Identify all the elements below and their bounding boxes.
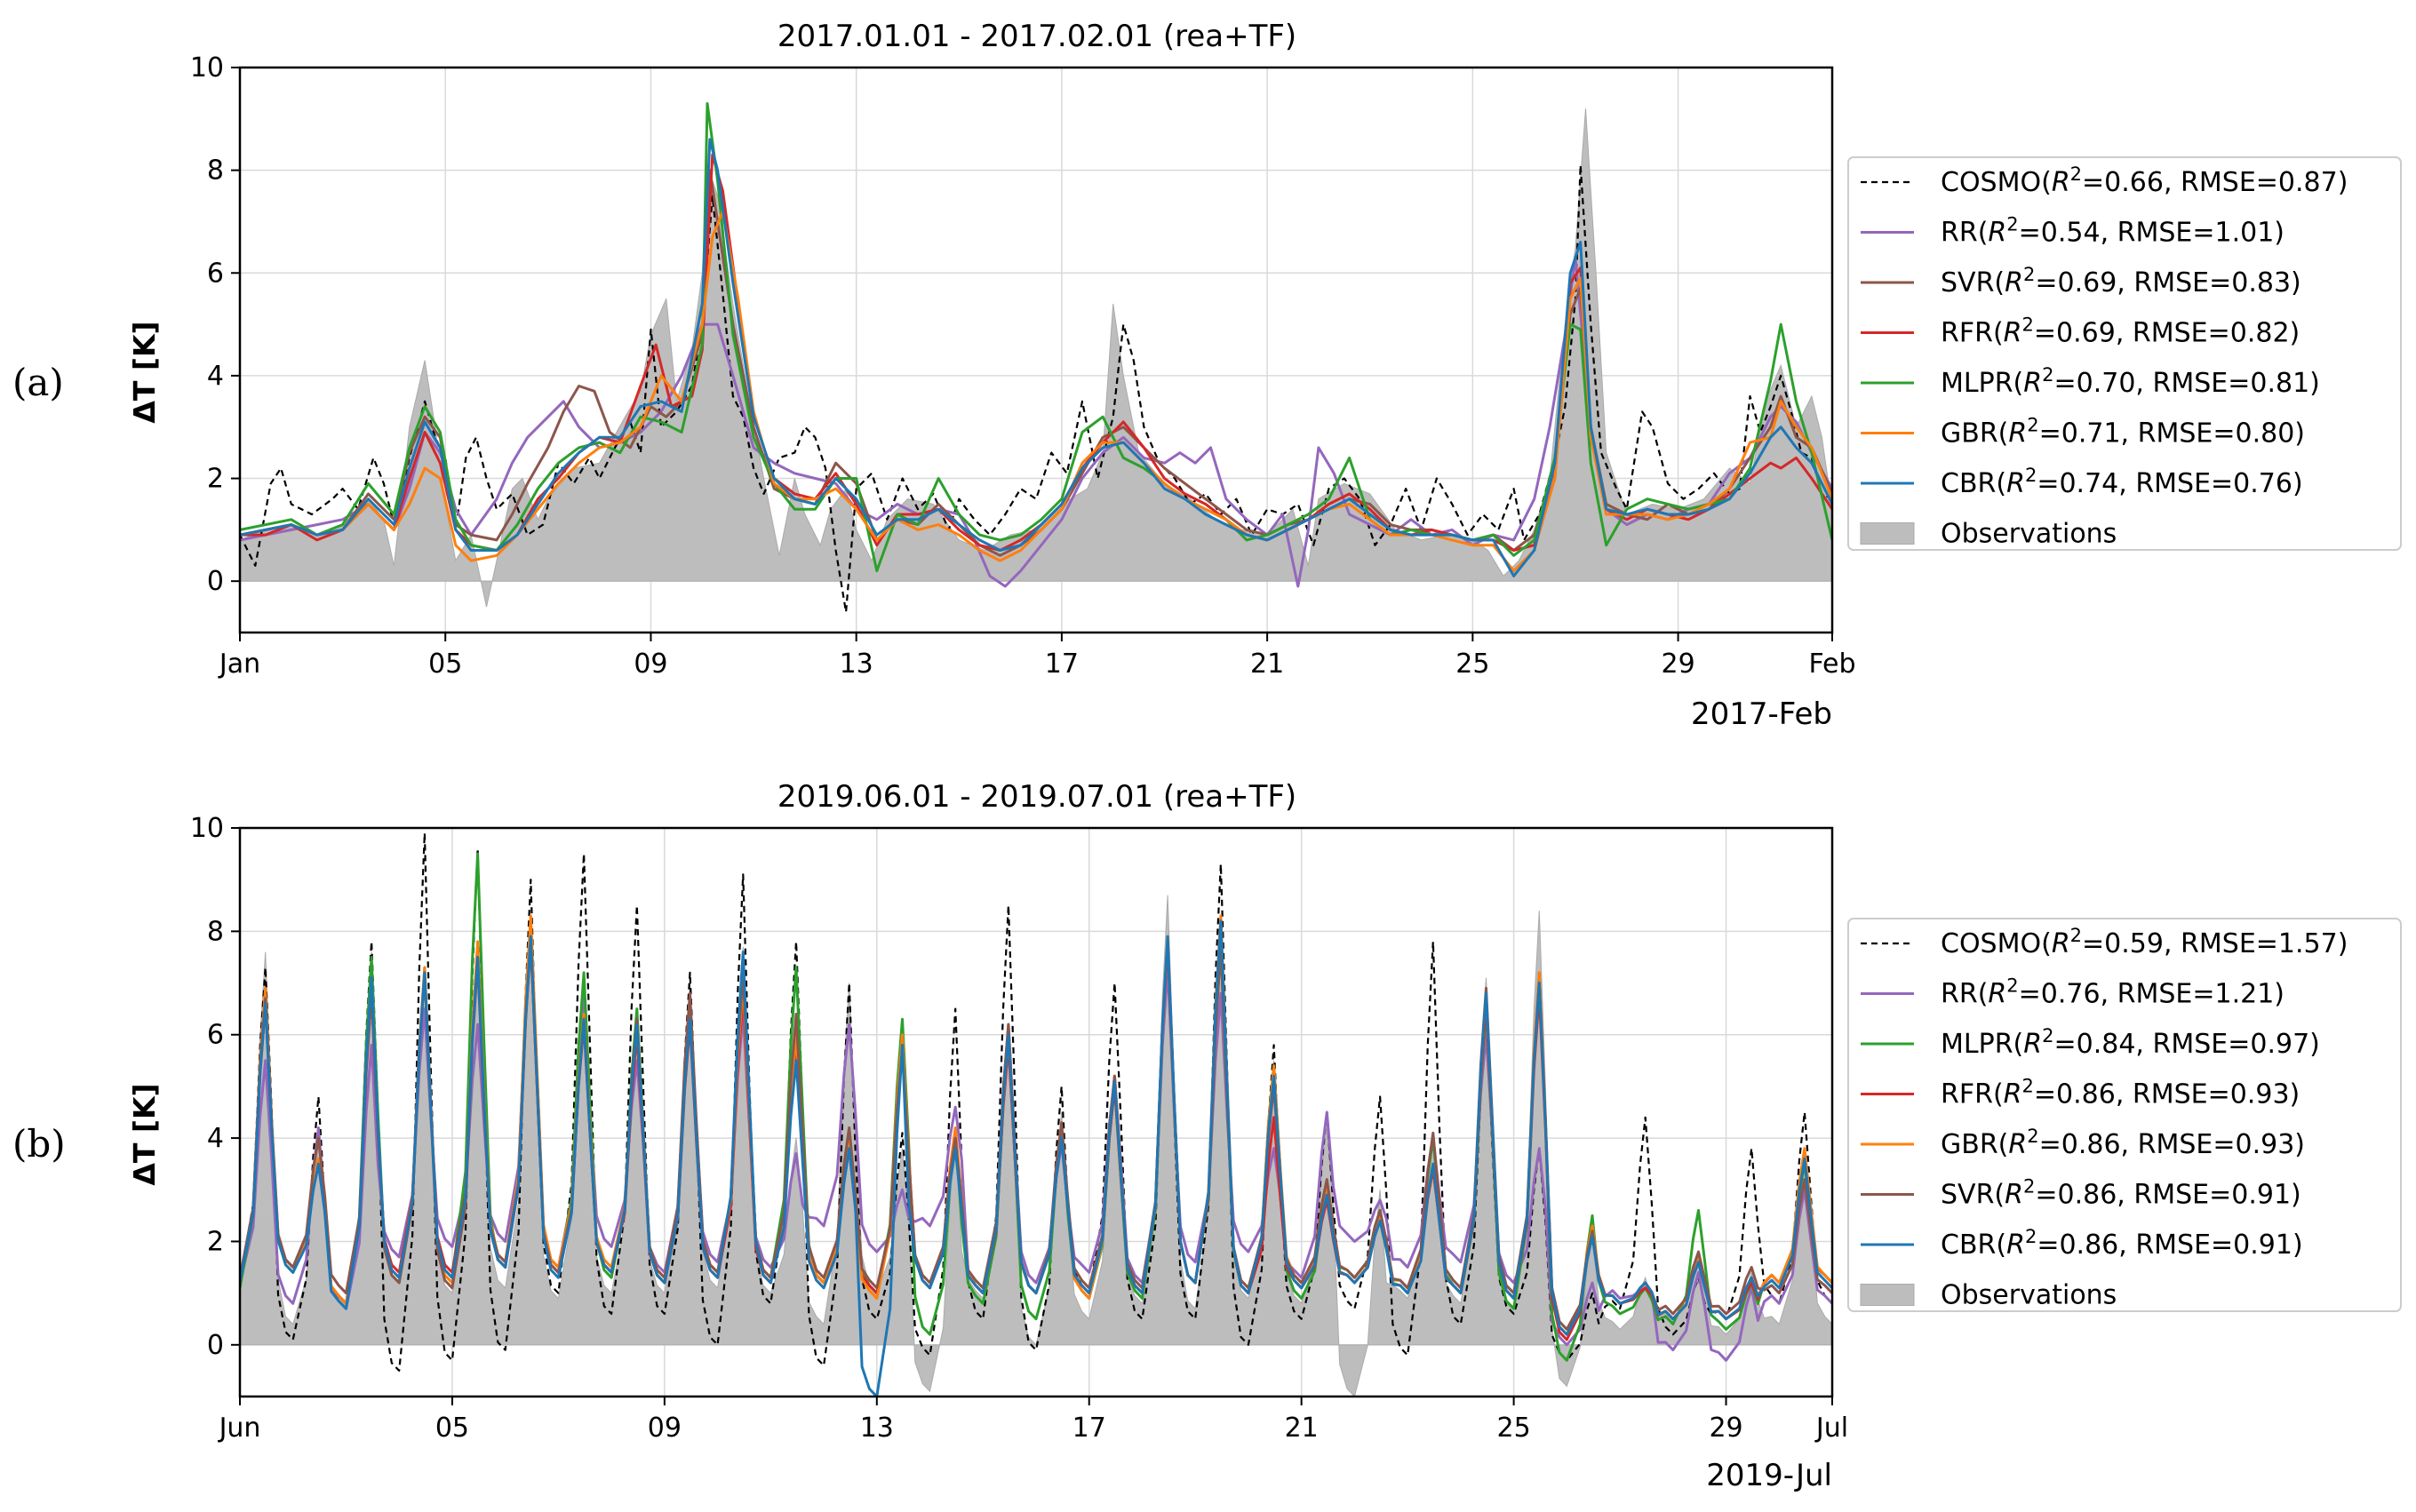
- y-tick-label: 10: [190, 813, 224, 844]
- y-tick-label: 2: [207, 464, 224, 495]
- series-line-cbr: [240, 919, 1832, 1397]
- axis-ticks: 0 2 4 6 8 10 Jan 05 09 13 17 21 25 29 Feb: [190, 52, 1856, 680]
- chart-title: 2017.01.01 - 2017.02.01 (rea+TF): [777, 19, 1296, 54]
- plot-area: [240, 832, 1832, 1397]
- x-tick-label: Jan: [218, 649, 260, 680]
- y-tick-label: 6: [207, 1020, 224, 1051]
- x-tick-label: 29: [1709, 1413, 1742, 1444]
- x-axis-year-label: 2017-Feb: [1691, 696, 1832, 732]
- legend-label: MLPR(R2=0.84, RMSE=0.97): [1941, 1025, 2320, 1060]
- axis-ticks: 0 2 4 6 8 10 Jun 05 09 13 17 21 25 29 Jul: [190, 813, 1848, 1444]
- x-tick-label: 25: [1455, 649, 1489, 680]
- y-tick-label: 4: [207, 1123, 224, 1154]
- y-tick-label: 8: [207, 155, 224, 187]
- x-tick-label: Jun: [218, 1413, 261, 1444]
- y-tick-label: 0: [207, 1330, 224, 1361]
- y-tick-label: 4: [207, 361, 224, 392]
- legend-entry: MLPR(R2=0.70, RMSE=0.81): [1861, 364, 2320, 399]
- legend-label: COSMO(R2=0.59, RMSE=1.57): [1941, 925, 2348, 959]
- legend-label: Observations: [1941, 519, 2117, 550]
- legend-entry: GBR(R2=0.71, RMSE=0.80): [1861, 415, 2305, 450]
- legend-entry: RFR(R2=0.86, RMSE=0.93): [1861, 1076, 2300, 1110]
- series-line-mlpr: [240, 102, 1832, 573]
- legend-label: GBR(R2=0.86, RMSE=0.93): [1941, 1126, 2305, 1160]
- legend-label: CBR(R2=0.74, RMSE=0.76): [1941, 465, 2303, 499]
- legend-entry: COSMO(R2=0.66, RMSE=0.87): [1861, 163, 2348, 198]
- panel-b: (b) 2019.06.01 - 2019.07.01 (rea+TF) ΔT …: [12, 779, 2402, 1493]
- x-tick-label: 05: [435, 1413, 469, 1444]
- series-line-cbr: [240, 138, 1832, 577]
- panel-a: (a) 2017.01.01 - 2017.02.01 (rea+TF) ΔT …: [12, 19, 2402, 732]
- axes-frame: [238, 66, 1834, 634]
- legend-label: SVR(R2=0.86, RMSE=0.91): [1941, 1176, 2301, 1211]
- legend-box: [1847, 918, 2402, 1312]
- x-tick-label: 13: [860, 1413, 894, 1444]
- y-tick-label: 2: [207, 1226, 224, 1257]
- y-tick-label: 0: [207, 566, 224, 597]
- legend-label: CBR(R2=0.86, RMSE=0.91): [1941, 1226, 2303, 1261]
- x-tick-label: 17: [1072, 1413, 1106, 1444]
- legend-entry-observations: Observations: [1860, 519, 2117, 550]
- series-line-rr: [240, 940, 1832, 1362]
- x-axis-year-label: 2019-Jul: [1706, 1458, 1832, 1493]
- legend-label: RR(R2=0.54, RMSE=1.01): [1941, 214, 2284, 249]
- y-axis-label: ΔT [K]: [127, 321, 162, 423]
- legend: COSMO(R2=0.66, RMSE=0.87) RR(R2=0.54, RMS…: [1847, 156, 2402, 551]
- legend-label: Observations: [1941, 1280, 2117, 1311]
- legend-label: COSMO(R2=0.66, RMSE=0.87): [1941, 163, 2348, 198]
- series-line-cosmo: [240, 832, 1832, 1372]
- legend-entry: RR(R2=0.76, RMSE=1.21): [1861, 975, 2284, 1010]
- panel-label: (a): [12, 361, 64, 404]
- legend-entry: SVR(R2=0.86, RMSE=0.91): [1861, 1176, 2301, 1211]
- y-tick-label: 10: [190, 52, 224, 84]
- x-tick-label: 25: [1497, 1413, 1531, 1444]
- legend-entry: GBR(R2=0.86, RMSE=0.93): [1861, 1126, 2305, 1160]
- x-tick-label: Feb: [1808, 649, 1855, 680]
- x-tick-label: 13: [840, 649, 873, 680]
- series-line-rr: [240, 256, 1832, 588]
- x-tick-label: Jul: [1814, 1413, 1848, 1444]
- legend-entry: CBR(R2=0.74, RMSE=0.76): [1861, 465, 2303, 499]
- legend-box: [1847, 156, 2402, 551]
- legend-swatch: [1860, 522, 1915, 545]
- legend-entry: SVR(R2=0.69, RMSE=0.83): [1861, 264, 2301, 298]
- legend-label: RR(R2=0.76, RMSE=1.21): [1941, 975, 2284, 1010]
- x-tick-label: 21: [1250, 649, 1284, 680]
- panel-label: (b): [12, 1122, 66, 1166]
- legend-entry: MLPR(R2=0.84, RMSE=0.97): [1861, 1025, 2320, 1060]
- x-tick-label: 09: [648, 1413, 682, 1444]
- legend-label: RFR(R2=0.69, RMSE=0.82): [1941, 314, 2300, 349]
- y-axis-label: ΔT [K]: [127, 1083, 162, 1185]
- x-tick-label: 17: [1045, 649, 1079, 680]
- plot-area: [240, 102, 1832, 613]
- y-tick-label: 8: [207, 916, 224, 947]
- y-tick-label: 6: [207, 258, 224, 289]
- legend-label: SVR(R2=0.69, RMSE=0.83): [1941, 264, 2301, 298]
- legend-entry-observations: Observations: [1860, 1280, 2117, 1311]
- legend-label: MLPR(R2=0.70, RMSE=0.81): [1941, 364, 2320, 399]
- legend-entry: RFR(R2=0.69, RMSE=0.82): [1861, 314, 2300, 349]
- legend-entry: RR(R2=0.54, RMSE=1.01): [1861, 214, 2284, 249]
- x-tick-label: 21: [1285, 1413, 1319, 1444]
- axes-frame: [238, 826, 1834, 1398]
- legend: COSMO(R2=0.59, RMSE=1.57) RR(R2=0.76, RMS…: [1847, 918, 2402, 1312]
- chart-title: 2019.06.01 - 2019.07.01 (rea+TF): [777, 779, 1296, 815]
- x-tick-label: 29: [1661, 649, 1694, 680]
- legend-entry: CBR(R2=0.86, RMSE=0.91): [1861, 1226, 2303, 1261]
- legend-label: RFR(R2=0.86, RMSE=0.93): [1941, 1076, 2300, 1110]
- legend-entry: COSMO(R2=0.59, RMSE=1.57): [1861, 925, 2348, 959]
- legend-label: GBR(R2=0.71, RMSE=0.80): [1941, 415, 2305, 450]
- x-tick-label: 05: [428, 649, 462, 680]
- legend-swatch: [1860, 1284, 1915, 1306]
- x-tick-label: 09: [634, 649, 667, 680]
